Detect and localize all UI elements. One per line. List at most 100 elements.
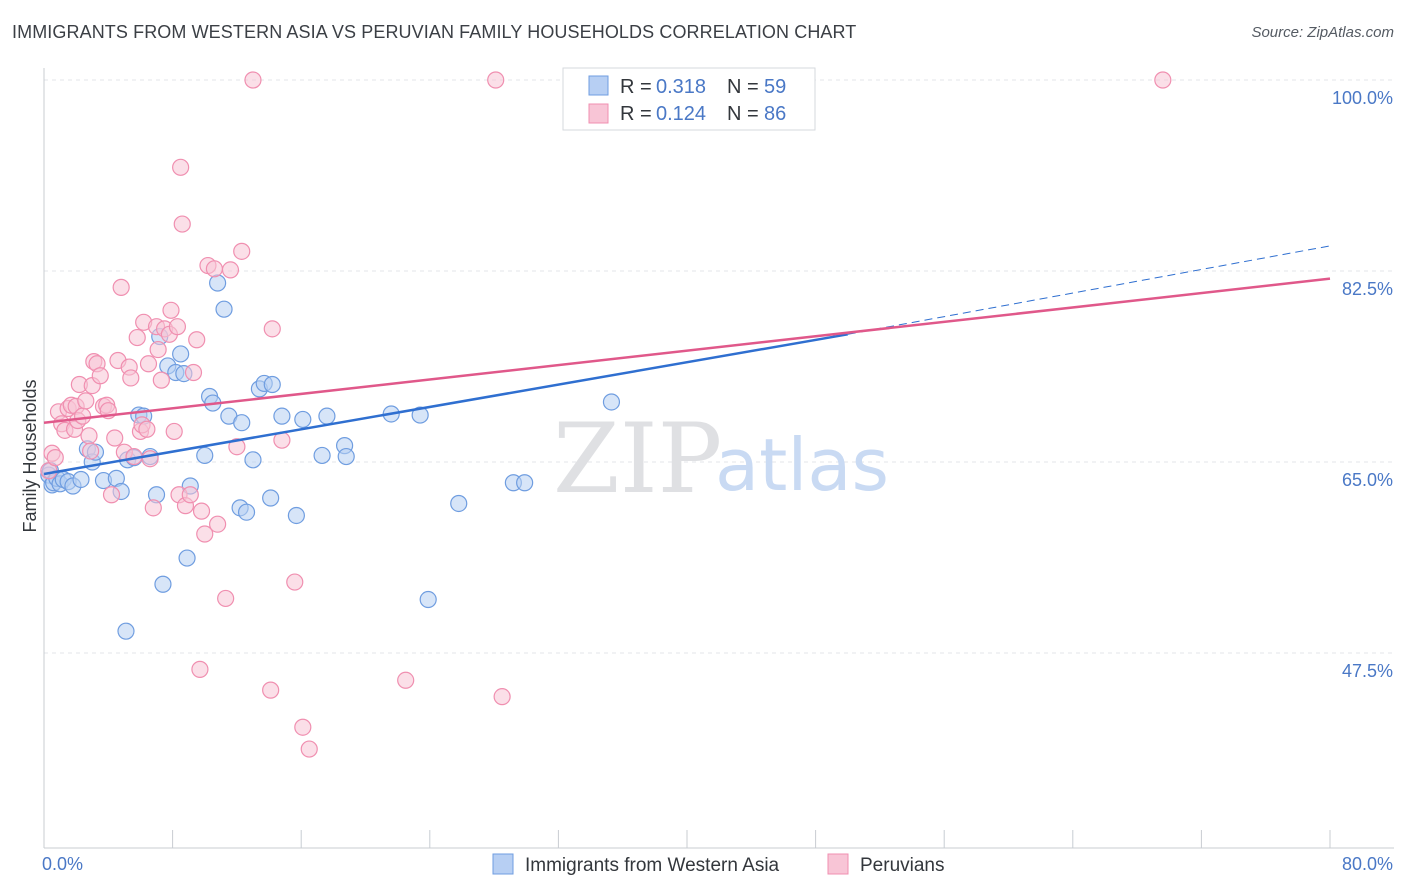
legend-n-label-1: N = (727, 76, 759, 98)
peruvians-point-58 (205, 260, 223, 278)
western-asia-point-24 (154, 575, 172, 593)
western-asia-point-45 (273, 407, 291, 425)
legend-n-label-2: N = (727, 103, 759, 125)
legend-n-value-2: 86 (764, 103, 786, 125)
x-tick-min: 0.0% (42, 854, 83, 874)
peruvians-point-52 (184, 363, 203, 382)
peruvians-point-54 (191, 660, 209, 678)
x-tick-labels: 0.0% 80.0% (42, 854, 1393, 874)
peruvians-point-70 (300, 740, 318, 758)
western-asia-point-47 (294, 410, 312, 429)
series-swatch-western-asia (492, 853, 514, 875)
peruvians-point-26 (112, 278, 130, 296)
peruvians-point-49 (173, 215, 191, 233)
legend-r-label-2: R = (620, 103, 652, 125)
western-asia-point-39 (237, 503, 256, 521)
peruvians-point-15 (82, 442, 100, 460)
peruvians-point-45 (165, 422, 183, 441)
peruvians-point-13 (77, 392, 95, 410)
western-asia-point-46 (287, 506, 305, 525)
gridlines (44, 79, 1394, 654)
peruvians-point-40 (149, 340, 167, 359)
legend-swatch-western-asia (588, 75, 609, 96)
peruvians-point-23 (102, 486, 121, 504)
western-asia-point-40 (244, 451, 262, 469)
legend-r-label-1: R = (620, 76, 652, 98)
legend: R = 0.318 N = 59 R = 0.124 N = 86 (562, 67, 816, 131)
peruvians-point-46 (168, 318, 187, 336)
peruvians-point-35 (138, 420, 156, 438)
western-asia-point-54 (419, 590, 437, 609)
peruvians-point-24 (106, 429, 124, 447)
peruvians-point-73 (493, 688, 511, 706)
western-asia-point-34 (209, 274, 227, 292)
peruvians-point-71 (397, 671, 415, 689)
peruvians-point-41 (152, 371, 170, 389)
peruvians-point-59 (209, 515, 227, 533)
peruvians-point-68 (286, 573, 304, 591)
series-legend: Immigrants from Western Asia Peruvians (492, 853, 945, 876)
peruvians-point-55 (192, 502, 211, 520)
peruvians-point-61 (221, 261, 240, 279)
peruvians-point-62 (228, 438, 246, 456)
peruvians-point-60 (217, 589, 235, 608)
y-tick-label-3: 47.5% (1342, 661, 1393, 681)
y-tick-label-2: 65.0% (1342, 470, 1393, 490)
peruvians-point-53 (188, 331, 206, 349)
series-label-western-asia: Immigrants from Western Asia (525, 855, 780, 876)
peruvians-point-65 (263, 320, 281, 338)
peruvians-point-64 (244, 71, 262, 89)
trend-line-western-asia (43, 333, 848, 476)
x-tick-max: 80.0% (1342, 854, 1393, 874)
legend-r-value-2: 0.124 (656, 103, 706, 125)
peruvians-point-29 (122, 369, 140, 387)
y-axis-label: Family Households (20, 379, 40, 532)
legend-n-value-1: 59 (764, 76, 786, 98)
western-asia-point-58 (602, 393, 621, 411)
western-asia-point-55 (450, 494, 468, 513)
peruvians-point-51 (181, 486, 199, 504)
peruvians-point-31 (128, 328, 146, 347)
western-asia-point-57 (516, 474, 534, 492)
watermark-zip: ZIP (553, 403, 722, 515)
peruvians-point-38 (144, 499, 162, 517)
y-tick-labels: 100.0% 82.5% 65.0% 47.5% (1332, 88, 1393, 681)
trend-line-peruvians (43, 277, 1331, 424)
peruvians-point-72 (487, 71, 505, 89)
western-asia-point-35 (215, 300, 233, 318)
series-swatch-peruvians (827, 853, 849, 875)
western-asia-point-49 (318, 407, 336, 425)
western-asia-point-9 (72, 470, 90, 489)
western-asia-point-43 (263, 375, 281, 394)
peruvians-point-19 (91, 367, 109, 385)
peruvians-point-14 (80, 427, 98, 445)
chart-source: Source: ZipAtlas.com (1251, 24, 1394, 41)
western-asia-point-38 (233, 414, 251, 432)
western-asia-point-53 (411, 406, 429, 424)
peruvians-point-44 (162, 301, 180, 319)
data-points (40, 69, 1172, 758)
peruvians-point-66 (262, 681, 280, 699)
western-asia-point-29 (178, 549, 196, 567)
peruvians-point-12 (73, 407, 92, 425)
peruvians-point-48 (172, 158, 190, 176)
western-asia-point-48 (313, 446, 331, 465)
western-asia-point-44 (262, 489, 280, 507)
y-tick-label-1: 82.5% (1342, 279, 1393, 299)
axes (43, 68, 1394, 849)
peruvians-point-37 (141, 450, 159, 468)
peruvians-point-74 (1154, 71, 1172, 89)
western-asia-point-27 (172, 345, 190, 363)
western-asia-point-31 (196, 446, 214, 465)
peruvians-point-36 (139, 355, 158, 373)
legend-swatch-peruvians (588, 103, 609, 124)
chart-title: IMMIGRANTS FROM WESTERN ASIA VS PERUVIAN… (12, 22, 857, 42)
western-asia-point-16 (117, 622, 135, 640)
peruvians-point-63 (233, 242, 251, 260)
watermark: ZIP atlas (553, 403, 889, 515)
legend-r-value-1: 0.318 (656, 76, 706, 98)
watermark-atlas: atlas (715, 423, 889, 507)
trend-line-western-asia-extension (847, 245, 1331, 335)
trend-lines (43, 245, 1331, 476)
